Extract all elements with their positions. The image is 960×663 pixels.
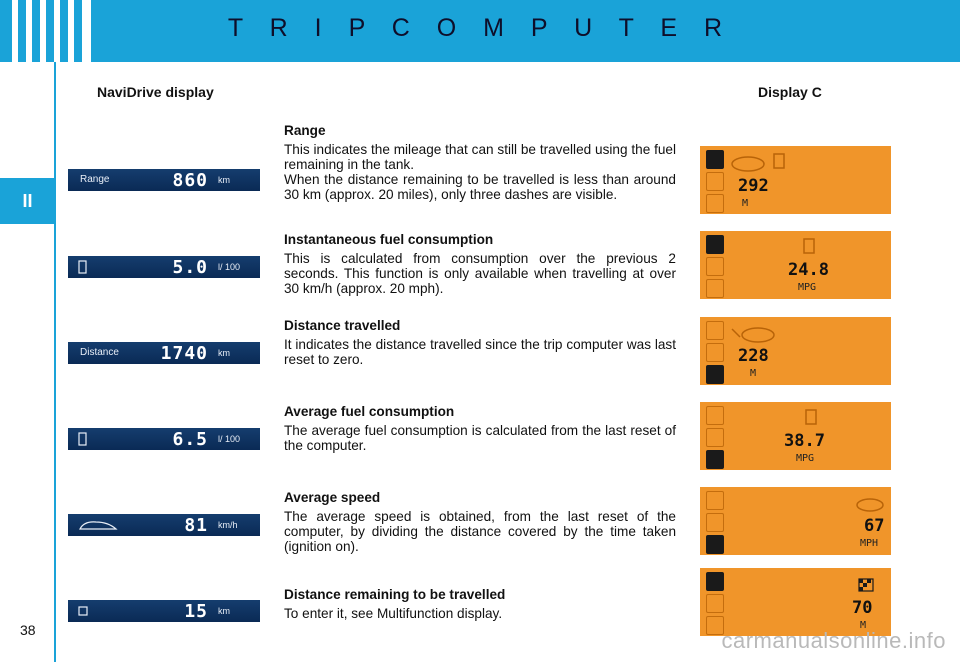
chapter-tab: II bbox=[0, 178, 55, 224]
section-title: Distance travelled bbox=[284, 318, 401, 333]
navi-display-average-speed: 81 km/h bbox=[68, 514, 260, 536]
navi-unit: km bbox=[218, 348, 230, 358]
section-body: This indicates the mileage that can stil… bbox=[284, 142, 676, 202]
navi-display-range: Range 860 km bbox=[68, 169, 260, 191]
checkered-flag-icon bbox=[858, 578, 874, 592]
section-range: Range This indicates the mileage that ca… bbox=[284, 123, 676, 202]
section-body-text: This indicates the mileage that can stil… bbox=[284, 142, 676, 202]
display-side-indicators bbox=[706, 235, 724, 301]
display-value: 228 bbox=[738, 346, 769, 366]
navi-label: Range bbox=[80, 174, 110, 185]
display-unit: MPH bbox=[860, 538, 879, 549]
watermark: carmanualsonline.info bbox=[721, 628, 946, 653]
display-unit: M bbox=[742, 198, 749, 209]
fuel-pump-icon bbox=[803, 238, 815, 254]
page-number: 38 bbox=[20, 622, 36, 638]
navi-display-average-consumption: 6.5 l/ 100 bbox=[68, 428, 260, 450]
navi-value: 5.0 bbox=[172, 257, 208, 278]
fuel-pump-icon bbox=[78, 432, 87, 446]
navi-unit: l/ 100 bbox=[218, 434, 241, 444]
display-value: 24.8 bbox=[788, 260, 829, 280]
flag-icon bbox=[78, 606, 88, 616]
navi-value: 6.5 bbox=[172, 429, 208, 450]
display-unit: MPG bbox=[798, 282, 817, 293]
section-body: To enter it, see Multifunction display. bbox=[284, 606, 503, 621]
navi-unit: km/h bbox=[218, 520, 238, 530]
display-side-indicators bbox=[706, 321, 724, 387]
display-c-range: 292 M bbox=[700, 146, 891, 214]
section-instant-consumption: Instantaneous fuel consumption This is c… bbox=[284, 232, 676, 296]
navi-unit: l/ 100 bbox=[218, 262, 241, 272]
section-distance-travelled: Distance travelled It indicates the dist… bbox=[284, 318, 676, 367]
side-rule bbox=[54, 62, 56, 662]
section-body: The average fuel consumption is calculat… bbox=[284, 423, 676, 453]
display-unit: M bbox=[860, 620, 867, 631]
section-body: This is calculated from consumption over… bbox=[284, 251, 676, 296]
navi-value: 81 bbox=[184, 515, 208, 536]
display-c-average-consumption: 38.7 MPG bbox=[700, 402, 891, 470]
car-fuel-pump-icon bbox=[731, 153, 785, 172]
display-side-indicators bbox=[706, 572, 724, 638]
car-distance-icon bbox=[731, 327, 775, 343]
navi-display-distance-remaining: 15 km bbox=[68, 600, 260, 622]
navi-unit: km bbox=[218, 606, 230, 616]
section-title: Average fuel consumption bbox=[284, 404, 455, 419]
navi-display-distance: Distance 1740 km bbox=[68, 342, 260, 364]
section-distance-remaining: Distance remaining to be travelled To en… bbox=[284, 587, 676, 621]
section-body: The average speed is obtained, from the … bbox=[284, 509, 676, 554]
section-title: Instantaneous fuel consumption bbox=[284, 232, 494, 247]
navi-display-instant-consumption: 5.0 l/ 100 bbox=[68, 256, 260, 278]
display-unit: MPG bbox=[796, 453, 815, 464]
display-value: 70 bbox=[852, 598, 873, 618]
navi-unit: km bbox=[218, 175, 230, 185]
display-value: 38.7 bbox=[784, 431, 825, 451]
page-title: T R I P C O M P U T E R bbox=[227, 14, 733, 42]
car-speed-icon bbox=[856, 498, 884, 512]
navi-label: Distance bbox=[80, 347, 119, 358]
section-average-consumption: Average fuel consumption The average fue… bbox=[284, 404, 676, 453]
fuel-pump-icon bbox=[805, 409, 817, 425]
section-title: Average speed bbox=[284, 490, 381, 505]
display-c-column-heading: Display C bbox=[758, 84, 822, 100]
section-average-speed: Average speed The average speed is obtai… bbox=[284, 490, 676, 554]
section-title: Distance remaining to be travelled bbox=[284, 587, 506, 602]
navidrive-column-heading: NaviDrive display bbox=[97, 84, 214, 100]
display-c-average-speed: 67 MPH bbox=[700, 487, 891, 555]
display-side-indicators bbox=[706, 491, 724, 557]
display-c-distance: 228 M bbox=[700, 317, 891, 385]
header-band: T R I P C O M P U T E R bbox=[0, 0, 960, 62]
navi-value: 15 bbox=[184, 601, 208, 622]
display-value: 67 bbox=[864, 516, 885, 536]
navi-value: 860 bbox=[172, 170, 208, 191]
display-c-distance-remaining: 70 M bbox=[700, 568, 891, 636]
section-body: It indicates the distance travelled sinc… bbox=[284, 337, 676, 367]
display-side-indicators bbox=[706, 150, 724, 216]
car-icon bbox=[79, 521, 118, 530]
section-title: Range bbox=[284, 123, 326, 138]
display-unit: M bbox=[750, 368, 757, 379]
display-side-indicators bbox=[706, 406, 724, 472]
display-c-instant-consumption: 24.8 MPG bbox=[700, 231, 891, 299]
navi-value: 1740 bbox=[160, 343, 208, 364]
header-stripes bbox=[12, 0, 91, 62]
display-value: 292 bbox=[738, 176, 769, 196]
fuel-pump-icon bbox=[78, 260, 87, 274]
